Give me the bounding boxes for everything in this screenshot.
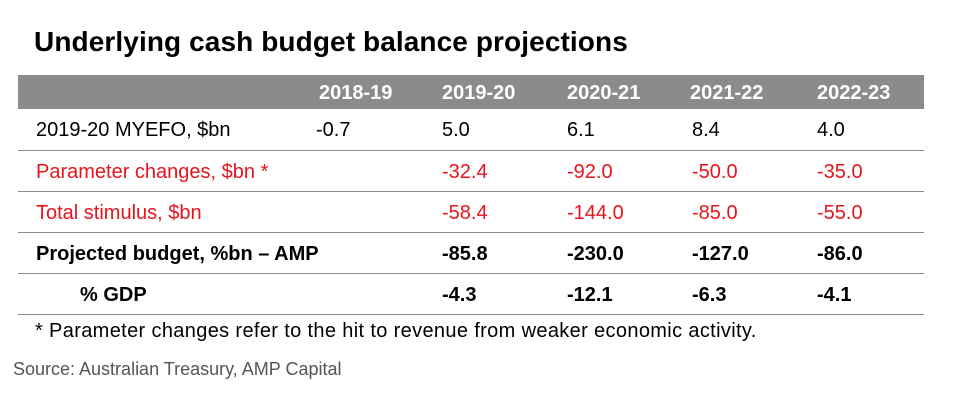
- table-cell: -92.0: [567, 161, 613, 183]
- table-row-total-stimulus: Total stimulus, $bn -58.4 -144.0 -85.0 -…: [18, 192, 924, 233]
- table-cell: -55.0: [817, 202, 863, 224]
- table-row-gdp: % GDP -4.3 -12.1 -6.3 -4.1: [18, 274, 924, 315]
- header-cell-2020-21: 2020-21: [567, 82, 641, 104]
- table-cell: -0.7: [316, 119, 351, 141]
- row-label: % GDP: [80, 284, 147, 306]
- table-header-row: 2018-19 2019-20 2020-21 2021-22 2022-23: [18, 75, 924, 109]
- table-cell: -230.0: [567, 243, 624, 265]
- footnote: * Parameter changes refer to the hit to …: [35, 320, 757, 342]
- chart-title: Underlying cash budget balance projectio…: [34, 26, 628, 57]
- table-row-myefo: 2019-20 MYEFO, $bn -0.7 5.0 6.1 8.4 4.0: [18, 109, 924, 151]
- header-cell-2019-20: 2019-20: [442, 82, 516, 104]
- header-cell-2022-23: 2022-23: [817, 82, 891, 104]
- table-cell: -4.1: [817, 284, 852, 306]
- table-cell: -86.0: [817, 243, 863, 265]
- header-cell-2021-22: 2021-22: [690, 82, 764, 104]
- table-cell: -144.0: [567, 202, 624, 224]
- header-cell-2018-19: 2018-19: [319, 82, 393, 104]
- budget-table: 2018-19 2019-20 2020-21 2021-22 2022-23 …: [18, 75, 924, 315]
- table-cell: 5.0: [442, 119, 470, 141]
- row-label: Total stimulus, $bn: [36, 202, 202, 224]
- table-cell: -32.4: [442, 161, 488, 183]
- table-cell: -85.8: [442, 243, 488, 265]
- table-cell: -6.3: [692, 284, 727, 306]
- table-cell: -12.1: [567, 284, 613, 306]
- table-cell: 4.0: [817, 119, 845, 141]
- table-row-parameter-changes: Parameter changes, $bn * -32.4 -92.0 -50…: [18, 151, 924, 192]
- table-cell: -4.3: [442, 284, 477, 306]
- table-cell: 6.1: [567, 119, 595, 141]
- table-cell: -127.0: [692, 243, 749, 265]
- source-note: Source: Australian Treasury, AMP Capital: [13, 359, 342, 379]
- table-row-projected-budget: Projected budget, %bn – AMP -85.8 -230.0…: [18, 233, 924, 274]
- table-cell: -35.0: [817, 161, 863, 183]
- row-label: Projected budget, %bn – AMP: [36, 243, 319, 265]
- table-cell: 8.4: [692, 119, 720, 141]
- table-cell: -85.0: [692, 202, 738, 224]
- table-cell: -58.4: [442, 202, 488, 224]
- row-label: Parameter changes, $bn *: [36, 161, 269, 183]
- table-cell: -50.0: [692, 161, 738, 183]
- row-label: 2019-20 MYEFO, $bn: [36, 119, 231, 141]
